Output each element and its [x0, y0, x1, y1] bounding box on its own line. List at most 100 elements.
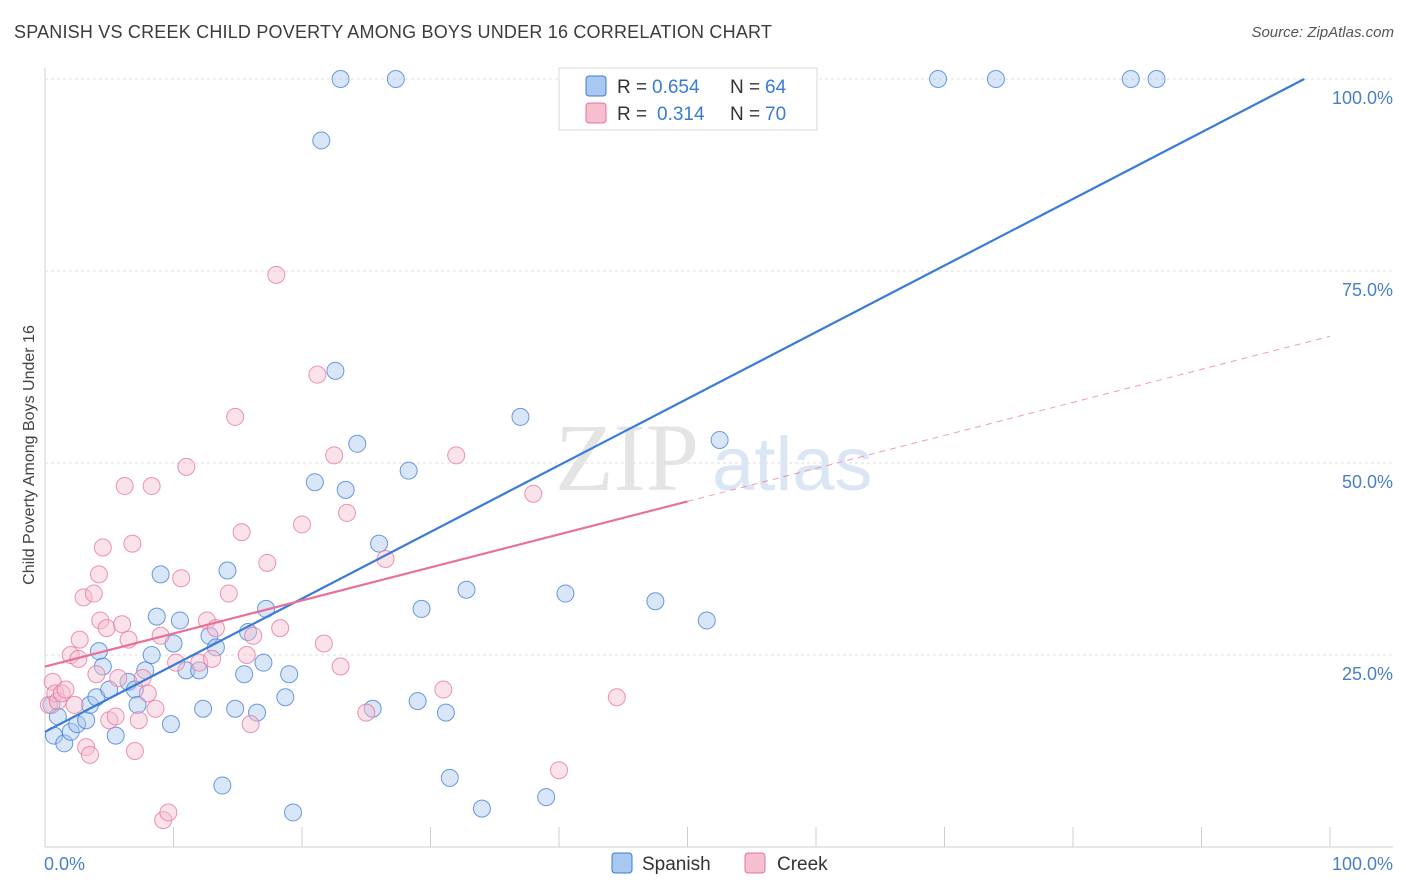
point-creek: [447, 446, 466, 465]
point-creek: [226, 407, 245, 426]
point-creek: [177, 457, 196, 476]
point-creek: [232, 523, 251, 542]
point-spanish: [472, 799, 491, 818]
legend-n-value-creek: 70: [765, 104, 786, 125]
bottom-legend: Spanish Creek: [611, 852, 828, 875]
legend-swatch-creek: [585, 102, 607, 124]
point-creek: [84, 584, 103, 603]
watermark: ZIP atlas: [555, 404, 873, 511]
axes: [44, 68, 1393, 848]
y-tick-label: 75.0%: [1342, 280, 1393, 300]
point-spanish: [412, 599, 431, 618]
gridlines: [45, 78, 1393, 656]
source-label: Source: ZipAtlas.com: [1251, 24, 1394, 41]
point-spanish: [106, 726, 125, 745]
point-creek: [331, 657, 350, 676]
y-tick-label: 100.0%: [1332, 88, 1393, 108]
point-creek: [271, 619, 290, 638]
point-spanish: [336, 480, 355, 499]
legend-r-label-creek: R =: [617, 104, 647, 125]
watermark-zip: ZIP: [555, 404, 699, 511]
point-creek: [109, 669, 128, 688]
point-creek: [244, 626, 263, 645]
point-spanish: [1121, 70, 1140, 88]
legend-n-value-spanish: 64: [765, 77, 787, 98]
point-spanish: [235, 665, 254, 684]
trend-lines: [44, 78, 1331, 733]
point-creek: [325, 446, 344, 465]
point-creek: [337, 503, 356, 522]
point-creek: [74, 588, 93, 607]
point-spanish: [128, 695, 147, 714]
bottom-legend-label-creek: Creek: [777, 854, 828, 875]
point-creek: [123, 534, 142, 553]
point-spanish: [151, 565, 170, 584]
legend-swatch-spanish: [585, 75, 607, 97]
legend-r-value-spanish: 0.654: [652, 77, 700, 98]
point-spanish: [697, 611, 716, 630]
trend-line-spanish: [44, 78, 1305, 733]
point-spanish: [331, 70, 350, 88]
point-creek: [39, 695, 58, 714]
point-creek: [93, 538, 112, 557]
point-creek: [97, 619, 116, 638]
point-creek: [146, 699, 165, 718]
point-spanish: [370, 534, 389, 553]
point-creek: [607, 688, 626, 707]
point-spanish: [312, 131, 331, 150]
point-creek: [80, 745, 99, 764]
point-spanish: [556, 584, 575, 603]
point-spanish: [440, 768, 459, 787]
chart-title: SPANISH VS CREEK CHILD POVERTY AMONG BOY…: [14, 22, 773, 42]
point-creek: [258, 553, 277, 572]
point-creek: [172, 569, 191, 588]
point-spanish: [213, 776, 232, 795]
point-creek: [267, 265, 286, 284]
point-creek: [434, 680, 453, 699]
point-spanish: [537, 788, 556, 807]
point-spanish: [929, 70, 948, 88]
point-creek: [87, 665, 106, 684]
legend-n-label-spanish: N =: [730, 77, 760, 98]
point-spanish: [408, 692, 427, 711]
point-spanish: [399, 461, 418, 480]
point-spanish: [218, 561, 237, 580]
point-creek: [106, 707, 125, 726]
point-creek: [129, 711, 148, 730]
point-creek: [550, 761, 568, 780]
point-creek: [142, 477, 161, 496]
point-spanish: [276, 688, 295, 707]
point-creek: [113, 615, 132, 634]
point-spanish: [170, 611, 189, 630]
point-spanish: [511, 407, 530, 426]
legend-n-label-creek: N =: [730, 104, 760, 125]
point-creek: [125, 742, 144, 760]
bottom-legend-swatch-creek: [744, 852, 766, 874]
point-spanish: [436, 703, 455, 722]
point-creek: [115, 477, 134, 496]
point-spanish: [248, 703, 267, 722]
point-spanish: [348, 434, 367, 453]
point-spanish: [55, 734, 74, 753]
point-spanish: [457, 580, 476, 599]
legend-r-value-creek: 0.314: [657, 104, 705, 125]
point-creek: [237, 646, 256, 664]
y-tick-label: 50.0%: [1342, 472, 1393, 492]
y-tick-label: 25.0%: [1342, 664, 1393, 684]
point-spanish: [305, 473, 324, 492]
point-creek: [293, 515, 311, 534]
point-spanish: [194, 699, 213, 718]
point-spanish: [280, 665, 299, 684]
point-creek: [138, 684, 157, 703]
point-spanish: [1147, 70, 1166, 88]
point-creek: [89, 565, 108, 584]
point-creek: [308, 365, 327, 384]
point-spanish: [200, 626, 219, 645]
point-creek: [70, 630, 89, 649]
point-spanish: [142, 646, 161, 664]
point-spanish: [254, 653, 273, 672]
bottom-legend-label-spanish: Spanish: [642, 854, 711, 875]
trend-line-creek-extension: [687, 335, 1331, 502]
point-creek: [56, 680, 75, 699]
